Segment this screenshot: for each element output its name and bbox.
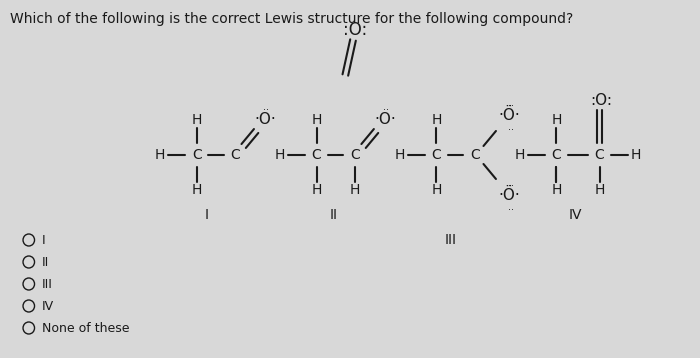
Text: III: III: [42, 277, 53, 290]
Text: ..: ..: [383, 102, 389, 112]
Text: H: H: [312, 183, 322, 197]
Text: II: II: [330, 208, 338, 222]
Text: ..: ..: [262, 102, 269, 112]
Text: H: H: [312, 113, 322, 127]
Text: C: C: [552, 148, 561, 162]
Text: :O:: :O:: [591, 92, 612, 107]
Text: H: H: [431, 113, 442, 127]
Text: H: H: [551, 113, 561, 127]
Text: H: H: [395, 148, 405, 162]
Text: ·O·: ·O·: [255, 111, 276, 126]
Text: IV: IV: [569, 208, 582, 222]
Text: C: C: [350, 148, 360, 162]
Text: ..: ..: [508, 178, 514, 188]
Text: ..: ..: [508, 98, 514, 108]
Text: I: I: [204, 208, 208, 222]
Text: C: C: [230, 148, 240, 162]
Text: :O:: :O:: [343, 21, 367, 39]
Text: ..: ..: [508, 122, 514, 132]
Text: C: C: [470, 148, 480, 162]
Text: H: H: [514, 148, 525, 162]
Text: Which of the following is the correct Lewis structure for the following compound: Which of the following is the correct Le…: [10, 12, 573, 26]
Text: C: C: [595, 148, 604, 162]
Text: H: H: [275, 148, 286, 162]
Text: ·Ö·: ·Ö·: [498, 107, 520, 122]
Text: H: H: [431, 183, 442, 197]
Text: ·O·: ·O·: [374, 111, 396, 126]
Text: IV: IV: [42, 300, 55, 313]
Text: C: C: [192, 148, 202, 162]
Text: H: H: [155, 148, 165, 162]
Text: H: H: [350, 183, 360, 197]
Text: III: III: [445, 233, 457, 247]
Text: C: C: [312, 148, 321, 162]
Text: H: H: [192, 183, 202, 197]
Text: H: H: [551, 183, 561, 197]
Text: C: C: [432, 148, 442, 162]
Text: H: H: [192, 113, 202, 127]
Text: None of these: None of these: [42, 321, 130, 334]
Text: II: II: [42, 256, 50, 268]
Text: H: H: [594, 183, 605, 197]
Text: ..: ..: [508, 202, 514, 212]
Text: ·Ö·: ·Ö·: [498, 188, 520, 203]
Text: I: I: [42, 233, 46, 247]
Text: H: H: [631, 148, 641, 162]
